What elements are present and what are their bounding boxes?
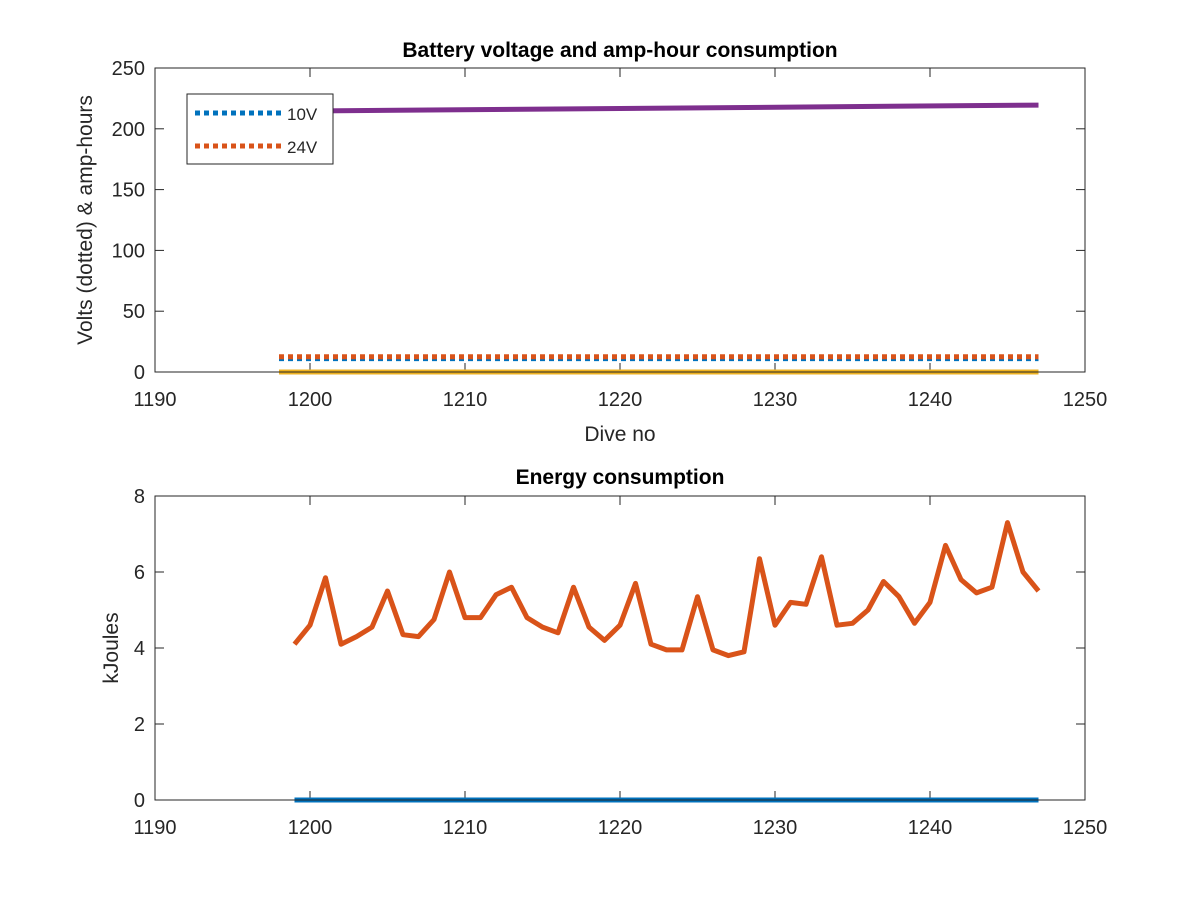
voltage-plot-ylabel: Volts (dotted) & amp-hours xyxy=(74,95,97,345)
energy-plot-ytick-label: 0 xyxy=(134,790,145,812)
voltage-plot-ytick-label: 150 xyxy=(112,180,145,202)
voltage-plot-xtick-label: 1190 xyxy=(133,389,176,411)
energy-plot-ylabel: kJoules xyxy=(100,612,123,683)
voltage-plot: Battery voltage and amp-hour consumption… xyxy=(74,39,1107,446)
voltage-plot-title: Battery voltage and amp-hour consumption xyxy=(402,39,837,62)
energy-plot-series-line-1 xyxy=(292,520,1041,659)
energy-plot-title: Energy consumption xyxy=(516,466,725,489)
voltage-plot-legend: 10V 24V xyxy=(186,93,334,165)
voltage-plot-xlabel: Dive no xyxy=(584,423,655,446)
voltage-plot-ytick-label: 0 xyxy=(134,362,145,384)
voltage-plot-xtick-label: 1240 xyxy=(908,389,953,411)
voltage-plot-axes-box xyxy=(154,67,1086,373)
voltage-plot-ytick-label: 50 xyxy=(123,301,145,323)
legend-label-10v: 10V xyxy=(287,105,318,124)
voltage-plot-tick-labels: 1190 1200 1210 1220 1230 1240 1250 0 50 100 150 200… xyxy=(112,58,1108,411)
voltage-plot-series-line-3 xyxy=(278,102,1039,114)
energy-plot-xtick-label: 1230 xyxy=(753,817,798,839)
energy-plot-ytick-label: 6 xyxy=(134,562,145,584)
energy-plot-ytick-label: 8 xyxy=(134,486,145,508)
legend-label-24v: 24V xyxy=(287,138,318,157)
energy-plot-xtick-label: 1190 xyxy=(133,817,176,839)
voltage-plot-xtick-label: 1210 xyxy=(443,389,488,411)
voltage-plot-ytick-label: 100 xyxy=(112,240,145,262)
energy-plot-ytick-label: 4 xyxy=(134,638,145,660)
voltage-plot-xtick-label: 1220 xyxy=(598,389,643,411)
voltage-plot-ytick-label: 250 xyxy=(112,58,145,80)
energy-plot-ytick-label: 2 xyxy=(134,714,145,736)
energy-plot-xtick-label: 1200 xyxy=(288,817,333,839)
energy-plot-tick-labels: 1190 1200 1210 1220 1230 1240 1250 0 2 4 6 8 xyxy=(133,486,1107,839)
energy-plot-xtick-label: 1240 xyxy=(908,817,953,839)
energy-plot-xtick-label: 1250 xyxy=(1063,817,1108,839)
energy-plot-xtick-label: 1210 xyxy=(443,817,488,839)
voltage-plot-xtick-label: 1250 xyxy=(1063,389,1108,411)
energy-plot-axes-box xyxy=(154,495,1086,801)
energy-plot: Energy consumption 1190 1200 1210 1220 1230 1… xyxy=(100,466,1107,839)
voltage-plot-xtick-label: 1230 xyxy=(753,389,798,411)
energy-plot-xtick-label: 1220 xyxy=(598,817,643,839)
voltage-plot-ytick-label: 200 xyxy=(112,119,145,141)
voltage-plot-xtick-label: 1200 xyxy=(288,389,333,411)
legend-box xyxy=(186,93,334,165)
